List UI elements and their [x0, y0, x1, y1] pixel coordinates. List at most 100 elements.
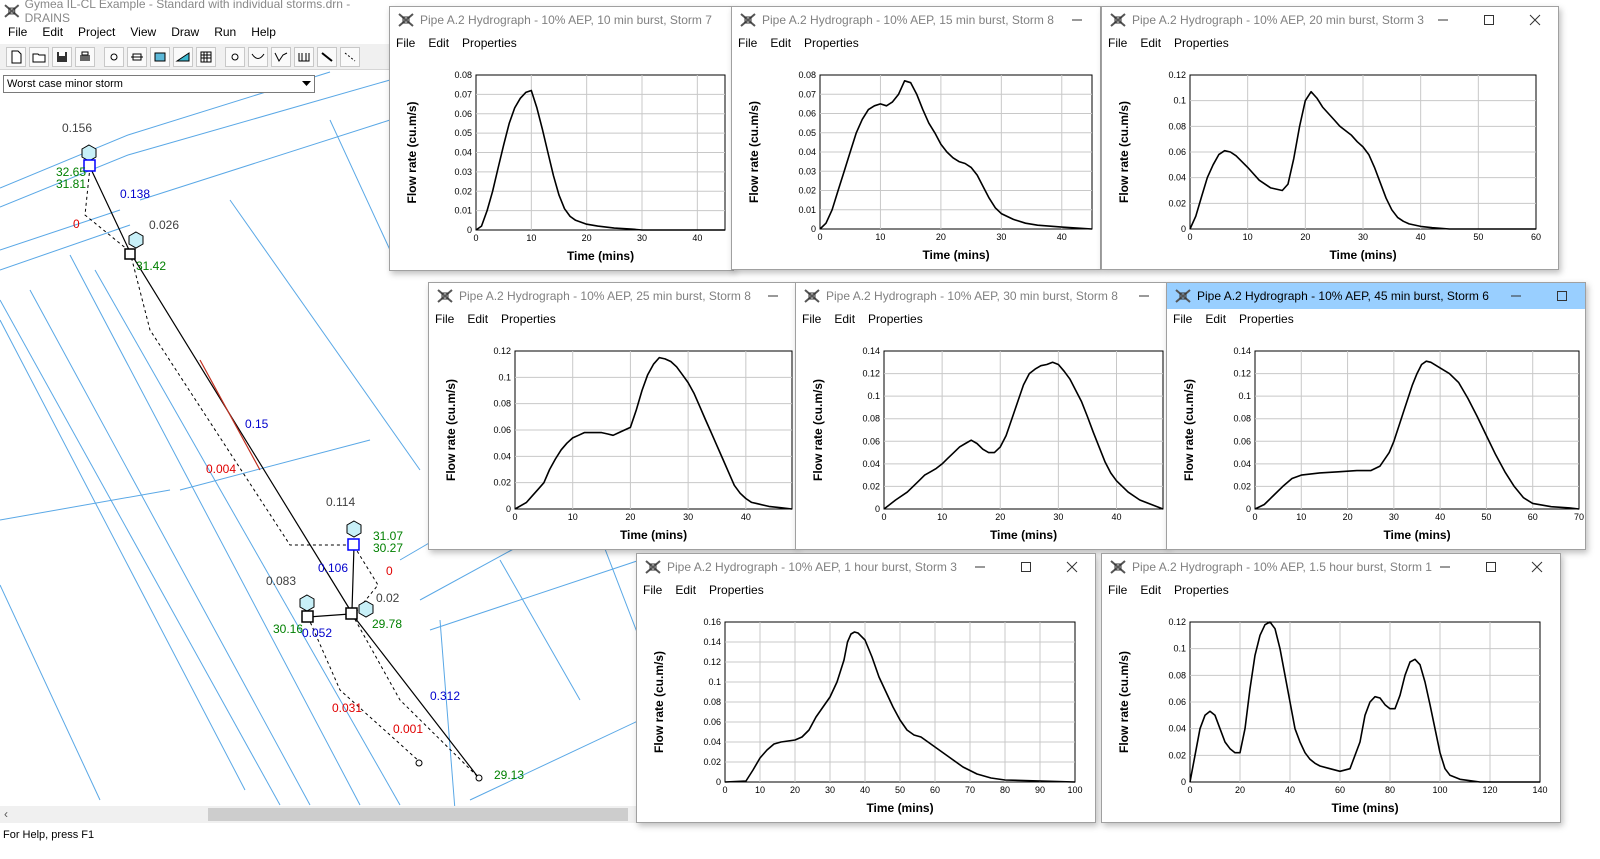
hydrograph-window[interactable]: Pipe A.2 Hydrograph - 10% AEP, 10 min bu…	[389, 6, 734, 271]
table-tool-icon[interactable]	[196, 46, 216, 67]
maximize-icon[interactable]	[1466, 7, 1512, 33]
menu-properties[interactable]: Properties	[1239, 312, 1294, 326]
x-tick-label: 70	[1574, 512, 1584, 522]
overflow-icon[interactable]	[271, 46, 291, 67]
close-icon[interactable]	[1512, 7, 1558, 33]
menu-properties[interactable]: Properties	[868, 312, 923, 326]
maximize-icon[interactable]	[1003, 554, 1049, 580]
chevron-down-icon[interactable]	[298, 76, 314, 92]
menu-project[interactable]: Project	[78, 25, 116, 39]
menu-file[interactable]: File	[802, 312, 822, 326]
window-title: Pipe A.2 Hydrograph - 10% AEP, 1 hour bu…	[667, 560, 957, 574]
network-label: 0.106	[318, 561, 348, 575]
menu-file[interactable]: File	[396, 36, 416, 50]
maximize-icon[interactable]	[1539, 283, 1585, 309]
x-tick-label: 40	[1111, 512, 1121, 522]
menu-edit[interactable]: Edit	[42, 25, 64, 39]
pipe-draw-icon[interactable]	[317, 46, 337, 67]
close-icon[interactable]	[1514, 554, 1560, 580]
circle-node-icon[interactable]	[225, 46, 245, 67]
y-tick-label: 0.08	[1168, 670, 1186, 680]
menu-properties[interactable]: Properties	[462, 36, 517, 50]
minimize-icon[interactable]	[957, 554, 1003, 580]
minimize-icon[interactable]	[1422, 554, 1468, 580]
node-tool-icon[interactable]	[104, 46, 124, 67]
series-line	[475, 89, 725, 231]
detention-tool-icon[interactable]	[150, 46, 170, 67]
menu-draw[interactable]: Draw	[171, 25, 200, 39]
print-icon[interactable]	[75, 46, 95, 67]
hydrograph-window[interactable]: Pipe A.2 Hydrograph - 10% AEP, 1.5 hour …	[1101, 553, 1561, 823]
network-label: 0.004	[206, 462, 236, 476]
scroll-left-icon[interactable]: ‹	[4, 807, 8, 821]
open-folder-icon[interactable]	[29, 46, 49, 67]
window-title-bar[interactable]: Pipe A.2 Hydrograph - 10% AEP, 30 min bu…	[796, 283, 1167, 309]
menu-file[interactable]: File	[1108, 36, 1128, 50]
menu-edit[interactable]: Edit	[1140, 583, 1162, 597]
maximize-icon[interactable]	[1468, 554, 1514, 580]
y-tick-label: 0.14	[1233, 346, 1251, 356]
menu-edit[interactable]: Edit	[467, 312, 489, 326]
menu-edit[interactable]: Edit	[770, 36, 792, 50]
network-label: 30.16	[273, 622, 303, 636]
minimize-icon[interactable]	[1420, 7, 1466, 33]
minimize-icon[interactable]	[1054, 7, 1100, 33]
close-icon[interactable]	[1049, 554, 1095, 580]
minimize-icon[interactable]	[750, 283, 796, 309]
scrollbar-thumb[interactable]	[208, 808, 628, 821]
menu-edit[interactable]: Edit	[675, 583, 697, 597]
save-icon[interactable]	[52, 46, 72, 67]
new-file-icon[interactable]	[6, 46, 26, 67]
link-draw-icon[interactable]	[340, 46, 360, 67]
window-title-bar[interactable]: Pipe A.2 Hydrograph - 10% AEP, 25 min bu…	[429, 283, 796, 309]
menu-properties[interactable]: Properties	[501, 312, 556, 326]
hydrograph-window[interactable]: Pipe A.2 Hydrograph - 10% AEP, 15 min bu…	[731, 6, 1101, 270]
menu-view[interactable]: View	[130, 25, 157, 39]
menu-properties[interactable]: Properties	[1174, 583, 1229, 597]
network-label: 0.114	[326, 495, 355, 509]
window-title-bar[interactable]: Pipe A.2 Hydrograph - 10% AEP, 10 min bu…	[390, 7, 733, 33]
window-title-bar[interactable]: Pipe A.2 Hydrograph - 10% AEP, 15 min bu…	[732, 7, 1100, 33]
menu-file[interactable]: File	[435, 312, 455, 326]
menu-file[interactable]: File	[8, 25, 28, 39]
y-tick-label: 0.01	[798, 205, 816, 215]
minimize-icon[interactable]	[1493, 283, 1539, 309]
storm-select[interactable]: Worst case minor storm	[3, 75, 315, 93]
y-tick-label: 0	[716, 777, 721, 787]
hydrograph-window[interactable]: Pipe A.2 Hydrograph - 10% AEP, 20 min bu…	[1101, 6, 1559, 270]
menu-file[interactable]: File	[738, 36, 758, 50]
hydrograph-window[interactable]: Pipe A.2 Hydrograph - 10% AEP, 1 hour bu…	[636, 553, 1096, 823]
window-title-bar[interactable]: Pipe A.2 Hydrograph - 10% AEP, 1 hour bu…	[637, 554, 1095, 580]
menu-edit[interactable]: Edit	[834, 312, 856, 326]
menu-edit[interactable]: Edit	[1205, 312, 1227, 326]
horizontal-scrollbar[interactable]: ‹	[0, 806, 640, 823]
x-axis-label: Time (mins)	[1331, 801, 1398, 815]
pit-tool-icon[interactable]	[127, 46, 147, 67]
menu-file[interactable]: File	[643, 583, 663, 597]
catchment-tool-icon[interactable]	[173, 46, 193, 67]
menu-edit[interactable]: Edit	[428, 36, 450, 50]
window-title-bar[interactable]: Pipe A.2 Hydrograph - 10% AEP, 45 min bu…	[1167, 283, 1585, 309]
hydrograph-window[interactable]: Pipe A.2 Hydrograph - 10% AEP, 25 min bu…	[428, 282, 797, 550]
menu-help[interactable]: Help	[251, 25, 276, 39]
minimize-icon[interactable]	[1121, 283, 1167, 309]
menu-run[interactable]: Run	[214, 25, 237, 39]
hydrograph-window[interactable]: Pipe A.2 Hydrograph - 10% AEP, 30 min bu…	[795, 282, 1168, 550]
drainage-network-canvas[interactable]: 0.156 32.65 31.81 0.138 0 0.026 31.42 0.15 0.004…	[0, 70, 641, 811]
network-label: 0.02	[376, 591, 400, 605]
hydrograph-window[interactable]: Pipe A.2 Hydrograph - 10% AEP, 45 min bu…	[1166, 282, 1586, 550]
menu-file[interactable]: File	[1173, 312, 1193, 326]
channel-icon[interactable]	[248, 46, 268, 67]
menu-properties[interactable]: Properties	[1174, 36, 1229, 50]
menu-edit[interactable]: Edit	[1140, 36, 1162, 50]
app-title-bar: Gymea IL-CL Example - Standard with indi…	[0, 0, 390, 25]
x-tick-label: 100	[1067, 785, 1082, 795]
y-axis-label: Flow rate (cu.m/s)	[405, 101, 419, 203]
overflow-paths	[84, 166, 479, 778]
window-title-bar[interactable]: Pipe A.2 Hydrograph - 10% AEP, 20 min bu…	[1102, 7, 1558, 33]
window-title-bar[interactable]: Pipe A.2 Hydrograph - 10% AEP, 1.5 hour …	[1102, 554, 1560, 580]
menu-file[interactable]: File	[1108, 583, 1128, 597]
menu-properties[interactable]: Properties	[709, 583, 764, 597]
menu-properties[interactable]: Properties	[804, 36, 859, 50]
multi-pipe-icon[interactable]	[294, 46, 314, 67]
